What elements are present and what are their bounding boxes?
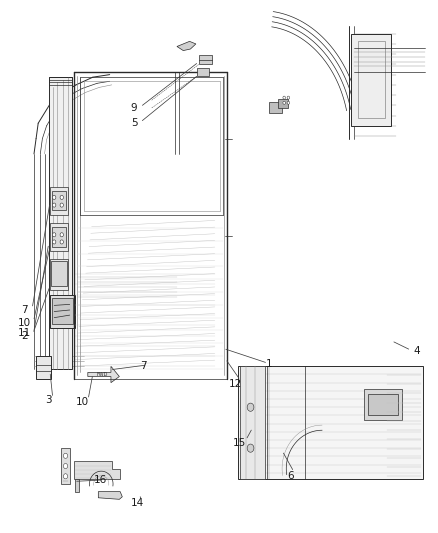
Circle shape <box>60 233 64 237</box>
Circle shape <box>64 474 67 479</box>
Bar <box>358 42 385 118</box>
Text: 16: 16 <box>94 475 107 486</box>
Bar <box>278 99 288 108</box>
Text: 12: 12 <box>229 379 243 389</box>
Circle shape <box>287 101 290 104</box>
Text: 15: 15 <box>233 438 246 448</box>
Text: 7: 7 <box>140 361 147 372</box>
Text: 10: 10 <box>18 318 31 328</box>
Circle shape <box>247 403 254 411</box>
Text: 10: 10 <box>76 397 89 407</box>
Bar <box>52 191 66 210</box>
Text: 6: 6 <box>287 471 294 481</box>
Polygon shape <box>177 42 196 51</box>
Text: 2: 2 <box>21 330 28 341</box>
Text: 1: 1 <box>266 359 273 369</box>
Bar <box>50 295 75 328</box>
Bar <box>52 298 73 324</box>
Circle shape <box>60 196 64 199</box>
Text: 5: 5 <box>131 118 138 128</box>
Bar <box>50 223 67 251</box>
Text: 3: 3 <box>46 394 52 405</box>
Bar <box>61 448 70 484</box>
Circle shape <box>64 453 67 458</box>
Bar <box>364 389 402 420</box>
Polygon shape <box>98 491 122 499</box>
Text: FWD: FWD <box>96 372 108 377</box>
Text: 7: 7 <box>21 305 28 315</box>
Polygon shape <box>74 461 120 479</box>
Circle shape <box>60 240 64 244</box>
Bar <box>269 102 282 113</box>
Bar <box>240 366 265 479</box>
Bar <box>75 479 79 491</box>
Text: 4: 4 <box>413 346 420 356</box>
Circle shape <box>283 101 286 104</box>
Text: 11: 11 <box>18 328 32 338</box>
Bar <box>50 187 67 215</box>
Bar <box>197 68 209 76</box>
Circle shape <box>283 96 286 99</box>
Bar <box>368 394 398 415</box>
Circle shape <box>247 444 254 452</box>
Circle shape <box>53 233 56 237</box>
Text: 14: 14 <box>131 498 144 508</box>
Bar <box>52 227 66 247</box>
Bar <box>36 356 51 379</box>
Bar <box>351 34 392 126</box>
Polygon shape <box>88 366 119 383</box>
Circle shape <box>53 240 56 244</box>
Bar <box>50 259 67 289</box>
Circle shape <box>287 96 290 99</box>
Circle shape <box>53 203 56 207</box>
Circle shape <box>53 196 56 199</box>
Circle shape <box>64 464 67 469</box>
Bar <box>199 55 212 64</box>
Bar <box>49 77 72 369</box>
Text: 9: 9 <box>131 103 138 113</box>
Bar <box>238 366 423 479</box>
Circle shape <box>60 203 64 207</box>
Bar <box>51 261 67 286</box>
